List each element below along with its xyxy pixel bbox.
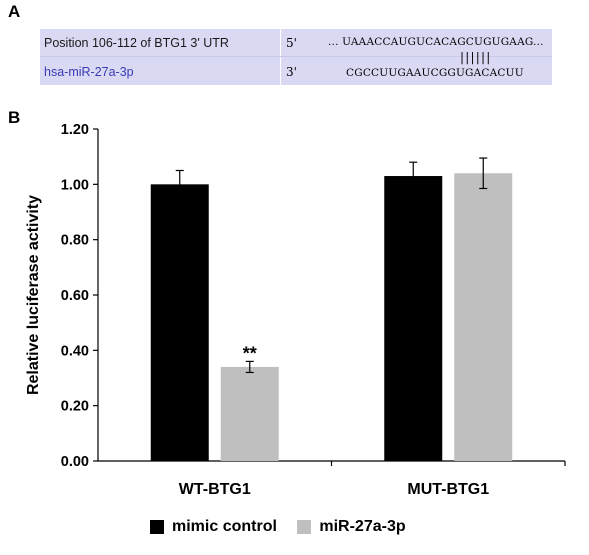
legend-item-mimic-control: mimic control [150,518,277,536]
panel-b-label: B [8,108,21,127]
y-tick-label: 0.20 [61,399,89,415]
y-tick-label: 0.40 [61,343,89,359]
base-pairing-lines: |||||| [460,50,492,64]
bar-mir-27a-3p-1 [220,366,279,461]
x-category-label: MUT-BTG1 [407,481,489,498]
x-category-label: WT-BTG1 [179,481,251,498]
three-prime-label: 3' [286,65,297,79]
bar-mimic-control-1 [150,184,209,462]
y-tick-label: 0.60 [61,288,89,304]
utr-position-label: Position 106-112 of BTG1 3' UTR [44,36,229,50]
utr-sequence: ... UAAACCAUGUCACAGCUGUGAAG... [328,36,544,48]
bar-mimic-control-2 [384,176,443,462]
legend-swatch-mimic-control [150,520,164,534]
legend-label-mir-27a-3p: miR-27a-3p [319,518,406,535]
significance-marker: ** [243,343,257,363]
five-prime-label: 5' [286,36,297,50]
y-tick-label: 0.80 [61,233,89,249]
y-tick-label: 1.00 [61,177,89,193]
mirna-sequence: CGCCUUGAAUCGGUGACACUU [346,67,524,79]
mirna-name-label: hsa-miR-27a-3p [44,65,134,79]
y-tick-label: 0.00 [61,454,89,470]
y-tick-label: 1.20 [61,122,89,138]
alignment-row-separator [40,56,552,57]
sequence-alignment-box: Position 106-112 of BTG1 3' UTR hsa-miR-… [40,29,552,85]
legend-swatch-mir-27a-3p [297,520,312,534]
y-axis-title: Relative luciferase activity [25,195,42,395]
alignment-divider [280,29,281,85]
chart-legend: mimic control miR-27a-3p [150,518,422,539]
legend-item-mir-27a-3p: miR-27a-3p [297,518,406,536]
panel-a-label: A [8,2,21,21]
bar-mir-27a-3p-2 [454,173,513,461]
legend-label-mimic-control: mimic control [172,518,277,535]
